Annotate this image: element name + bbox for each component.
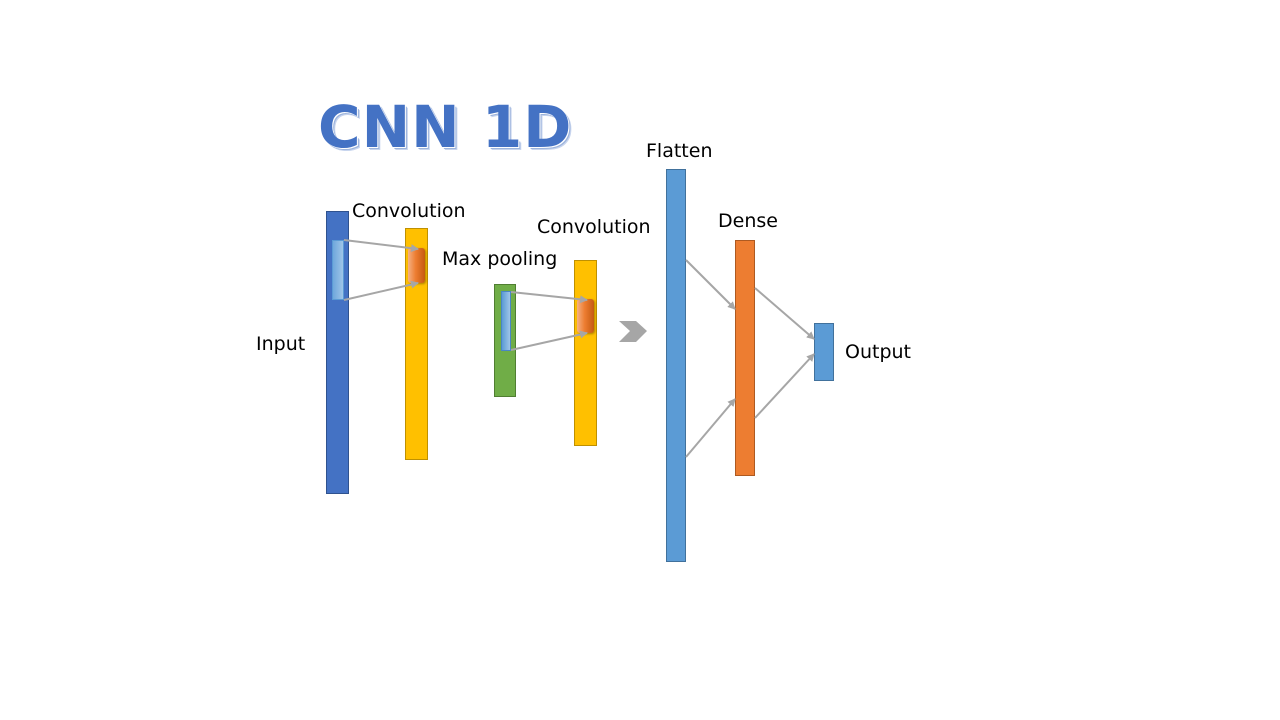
conv2-connector-bottom	[510, 330, 588, 351]
conv2-connector-top	[510, 291, 588, 304]
max-pooling-kernel-window	[501, 291, 511, 351]
dense-label: Dense	[718, 210, 778, 232]
conv1-connector-bottom	[343, 280, 419, 301]
chevron-arrow-icon	[619, 321, 647, 342]
dense-to-output-top	[754, 287, 815, 340]
conv1-connector-top	[343, 239, 419, 253]
dense-layer	[735, 240, 755, 476]
input-kernel-window	[332, 240, 344, 300]
flatten-layer	[666, 169, 686, 562]
input-label: Input	[256, 333, 306, 355]
output-layer	[814, 323, 834, 381]
diagram-title: CNN 1D	[318, 93, 573, 161]
flatten-label: Flatten	[646, 140, 713, 162]
output-label: Output	[845, 341, 911, 363]
dense-to-output-bottom	[754, 353, 815, 419]
convolution-2-label: Convolution	[537, 216, 651, 238]
convolution-1-output-cell	[408, 248, 425, 283]
convolution-1-label: Convolution	[352, 200, 466, 222]
flatten-to-dense-top	[685, 259, 736, 310]
convolution-2-output-cell	[577, 299, 594, 333]
max-pooling-label: Max pooling	[442, 248, 558, 270]
flatten-to-dense-bottom	[685, 398, 736, 458]
